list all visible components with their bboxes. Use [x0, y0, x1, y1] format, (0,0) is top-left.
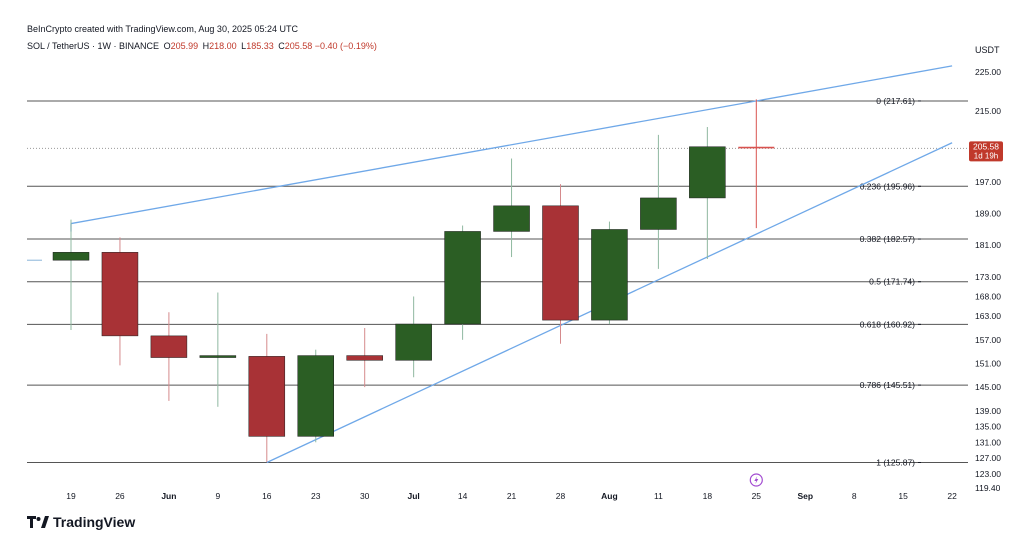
x-tick-label: 30 [360, 491, 370, 501]
y-tick-label: 197.00 [975, 177, 1001, 187]
x-tick-label: Aug [601, 491, 618, 501]
x-tick-label: 25 [752, 491, 762, 501]
y-tick-label: 139.00 [975, 406, 1001, 416]
tradingview-wordmark: TradingView [53, 514, 136, 530]
candle-body [738, 146, 775, 149]
price-tag-value: 205.58 [973, 141, 999, 151]
x-tick-label: 15 [898, 491, 908, 501]
candle-body [101, 252, 139, 337]
price-tag [969, 141, 1003, 162]
y-tick-label: 127.00 [975, 453, 1001, 463]
y-tick-label: 168.00 [975, 291, 1001, 301]
price-tag-countdown: 1d 19h [974, 151, 998, 160]
fib-label-0.786: 0.786 (145.51) [860, 380, 915, 390]
y-tick-label: 135.00 [975, 422, 1001, 432]
y-tick-label: 151.00 [975, 358, 1001, 368]
open-label: O [163, 41, 171, 51]
y-tick-label: 119.40 [975, 483, 1001, 493]
change-value: −0.40 (−0.19%) [314, 41, 377, 51]
x-tick-label: 18 [703, 491, 713, 501]
candle-body [346, 355, 383, 361]
chart-credit: BeInCrypto created with TradingView.com,… [27, 24, 298, 34]
x-tick-label: Sep [797, 491, 813, 501]
y-tick-label: 157.00 [975, 335, 1001, 345]
lightning-icon-glyph [754, 476, 759, 484]
candle-body [591, 229, 628, 321]
candle-body [248, 356, 286, 437]
candle-body [395, 323, 432, 361]
y-tick-label: 163.00 [975, 311, 1001, 321]
x-tick-label: 22 [947, 491, 957, 501]
x-tick-label: 16 [262, 491, 272, 501]
x-tick-label: 14 [458, 491, 468, 501]
x-tick-label: 8 [852, 491, 857, 501]
candle-body [297, 355, 334, 437]
y-tick-label: 189.00 [975, 209, 1001, 219]
y-tick-label: 173.00 [975, 272, 1001, 282]
candle-body [640, 197, 677, 230]
price-unit: USDT [975, 45, 1000, 55]
x-tick-label: 26 [115, 491, 125, 501]
fib-label-0: 0 (217.61) [876, 96, 915, 106]
candle-body [493, 205, 530, 232]
fib-label-1: 1 (125.87) [876, 458, 915, 468]
candle-body [444, 231, 481, 325]
open-value: 205.99 [170, 41, 199, 51]
y-tick-label: 145.00 [975, 382, 1001, 392]
x-tick-label: 19 [66, 491, 76, 501]
candle-body [199, 355, 237, 358]
y-tick-label: 181.00 [975, 240, 1001, 250]
close-value: 205.58 [284, 41, 313, 51]
symbol-legend: SOL / TetherUS · 1W · BINANCE O205.99 H2… [27, 41, 377, 51]
x-tick-label: 11 [654, 491, 663, 501]
fib-label-0.382: 0.382 (182.57) [860, 234, 915, 244]
x-tick-label: 28 [556, 491, 566, 501]
x-tick-label: 23 [311, 491, 321, 501]
trendline-upper [70, 65, 953, 225]
tradingview-logo-icon [27, 516, 49, 528]
fib-label-0.618: 0.618 (160.92) [860, 319, 915, 329]
y-tick-label: 131.00 [975, 437, 1001, 447]
x-tick-label: Jul [408, 491, 420, 501]
candle-body [150, 335, 188, 358]
low-value: 185.33 [246, 41, 274, 51]
candle-body [52, 252, 90, 261]
high-value: 218.00 [209, 41, 237, 51]
candle-body [689, 146, 726, 199]
x-tick-label: 9 [215, 491, 220, 501]
tradingview-logo: TradingView [27, 514, 135, 530]
candle-body [542, 205, 579, 321]
high-label: H [202, 41, 210, 51]
y-tick-label: 225.00 [975, 67, 1001, 77]
fib-label-0.5: 0.5 (171.74) [869, 277, 915, 287]
symbol-name: SOL / TetherUS · 1W · BINANCE [27, 41, 160, 51]
low-label: L [241, 41, 247, 51]
y-tick-label: 215.00 [975, 106, 1001, 116]
x-tick-label: Jun [161, 491, 176, 501]
y-tick-label: 123.00 [975, 469, 1001, 479]
fib-label-0.236: 0.236 (195.96) [860, 181, 915, 191]
close-label: C [278, 41, 285, 51]
x-tick-label: 21 [507, 491, 517, 501]
